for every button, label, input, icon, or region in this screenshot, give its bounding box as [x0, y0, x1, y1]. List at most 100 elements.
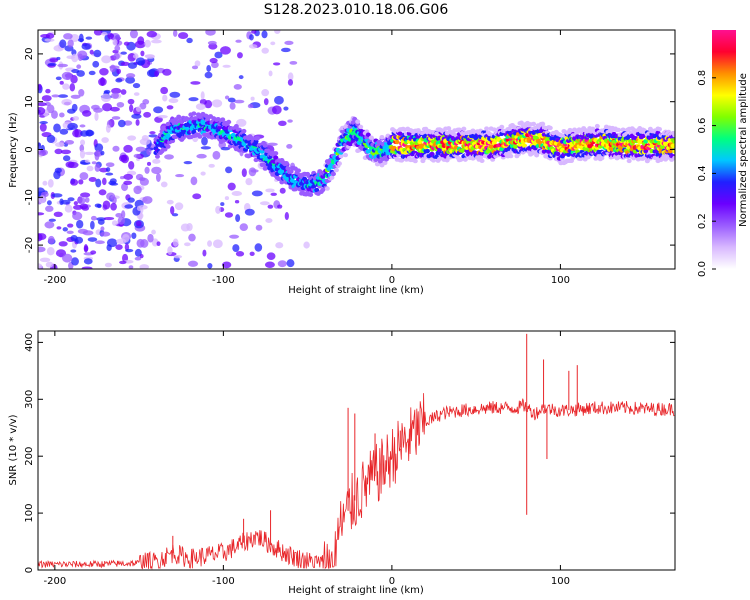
- spectrogram-noise-blob: [71, 69, 80, 74]
- spectrogram-noise-blob: [286, 144, 293, 149]
- spectrogram-ridge-blob: [462, 157, 468, 162]
- spectrogram-noise-blob: [95, 240, 105, 245]
- spectrogram-noise-blob: [48, 218, 56, 222]
- spectrogram-ridge-blob: [162, 147, 168, 152]
- spectrogram-ridge-blob: [437, 147, 443, 153]
- spectrogram-ridge-blob: [382, 160, 388, 166]
- spectrogram-noise-blob: [54, 142, 65, 148]
- spectrogram-noise-blob: [169, 91, 181, 98]
- spectrogram-ridge-blob: [484, 126, 490, 131]
- spectrogram-noise-blob: [191, 65, 199, 70]
- spectrogram-noise-blob: [149, 131, 156, 135]
- spectrogram-noise-blob: [120, 61, 130, 66]
- spectrogram-noise-blob: [220, 202, 225, 206]
- spectrogram-noise-blob: [237, 52, 243, 59]
- spectrogram-noise-blob: [86, 165, 94, 172]
- spectrogram-noise-blob: [47, 62, 57, 66]
- spectrogram-noise-blob: [123, 144, 133, 153]
- colorbar-ticks: 0.0 0.2 0.4 0.6 0.8: [697, 70, 716, 277]
- spectrogram-noise-blob: [144, 39, 151, 48]
- spectrogram-y-tick-label: 20: [24, 48, 35, 61]
- spectrogram-noise-blob: [144, 54, 155, 58]
- spectrogram-noise-blob: [100, 226, 105, 231]
- spectrogram-noise-blob: [45, 205, 54, 212]
- spectrogram-noise-blob: [265, 188, 275, 193]
- spectrogram-noise-blob: [74, 128, 79, 138]
- spectrogram-noise-blob: [229, 102, 236, 110]
- spectrogram-noise-blob: [64, 204, 73, 213]
- spectrogram-ridge-blob: [672, 149, 675, 154]
- spectrogram-noise-blob: [59, 128, 69, 135]
- spectrogram-ridge-blob: [226, 119, 232, 125]
- spectrogram-ridge-blob: [365, 132, 371, 137]
- spectrogram-noise-blob: [53, 123, 61, 133]
- snr-panel: -200 -100 0 100 0 100 200 300 400 Height of stra…: [8, 330, 676, 596]
- spectrogram-noise-blob: [266, 142, 278, 146]
- spectrogram-noise-blob: [77, 50, 88, 59]
- spectrogram-noise-blob: [38, 83, 42, 91]
- spectrogram-noise-blob: [129, 30, 138, 39]
- spectrogram-noise-blob: [46, 246, 55, 256]
- spectrogram-noise-blob: [146, 30, 158, 38]
- spectrogram-ridge-blob: [265, 148, 271, 154]
- spectrogram-noise-blob: [71, 103, 78, 112]
- spectrogram-noise-blob: [201, 136, 208, 146]
- spectrogram-ridge-blob: [176, 114, 182, 120]
- spectrogram-noise-blob: [44, 38, 55, 42]
- spectrogram-noise-blob: [192, 193, 202, 200]
- spectrogram-ridge-blob: [197, 134, 203, 139]
- spectrogram-noise-blob: [244, 208, 255, 216]
- spectrogram-noise-blob: [211, 99, 223, 108]
- spectrogram-noise-blob: [143, 111, 152, 118]
- spectrogram-noise-blob: [139, 254, 144, 259]
- spectrogram-x-axis-label: Height of straight line (km): [288, 285, 424, 296]
- spectrogram-noise-blob: [127, 62, 138, 69]
- colorbar-tick-label: 0.2: [697, 213, 708, 229]
- spectrogram-noise-blob: [153, 106, 164, 114]
- spectrogram-noise-blob: [72, 116, 80, 121]
- spectrogram-noise-blob: [188, 97, 199, 102]
- spectrogram-ridge-blob: [644, 158, 650, 164]
- spectrogram-noise-blob: [151, 39, 162, 44]
- spectrogram-noise-blob: [44, 221, 55, 229]
- spectrogram-ridge-blob: [355, 119, 361, 124]
- spectrogram-noise-blob: [101, 31, 108, 36]
- spectrogram-noise-blob: [127, 135, 137, 141]
- spectrogram-noise-blob: [78, 179, 84, 185]
- spectrogram-noise-blob: [271, 105, 282, 115]
- snr-x-axis-label: Height of straight line (km): [288, 585, 424, 596]
- spectrogram-ridge-blob: [479, 158, 485, 164]
- spectrogram-ridge-blob: [368, 135, 374, 140]
- spectrogram-noise-blob: [135, 220, 142, 227]
- spectrogram-noise-blob: [135, 119, 140, 126]
- spectrogram-ridge-blob: [330, 171, 336, 177]
- spectrogram-noise-blob: [140, 50, 145, 57]
- spectrogram-noise-blob: [287, 79, 294, 86]
- spectrogram-noise-blob: [164, 154, 174, 160]
- spectrogram-noise-blob: [80, 130, 89, 137]
- spectrogram-noise-blob: [177, 32, 189, 39]
- spectrogram-noise-blob: [232, 244, 240, 253]
- spectrogram-noise-blob: [139, 138, 151, 146]
- snr-y-tick-label: 300: [24, 390, 35, 409]
- spectrogram-ridge-blob: [547, 125, 553, 131]
- spectrogram-noise-blob: [84, 197, 90, 203]
- spectrogram-ridge-blob: [394, 139, 400, 145]
- spectrogram-ridge-blob: [672, 133, 675, 138]
- chart-title: S128.2023.010.18.06.G06: [264, 2, 449, 18]
- spectrogram-noise-blob: [117, 119, 126, 128]
- spectrogram-noise-blob: [120, 89, 127, 95]
- spectrogram-ridge-blob: [311, 184, 317, 189]
- spectrogram-noise-blob: [204, 99, 213, 109]
- spectrogram-noise-blob: [41, 95, 52, 102]
- spectrogram-noise-blob: [233, 99, 245, 104]
- spectrogram-ridge-blob: [399, 158, 405, 163]
- spectrogram-noise-blob: [248, 167, 257, 177]
- spectrogram-noise-blob: [70, 234, 78, 242]
- spectrogram-noise-blob: [236, 118, 247, 127]
- spectrogram-noise-blob: [172, 30, 178, 37]
- spectrogram-ridge-blob: [338, 153, 344, 159]
- spectrogram-noise-blob: [229, 234, 240, 239]
- spectrogram-noise-blob: [62, 83, 70, 90]
